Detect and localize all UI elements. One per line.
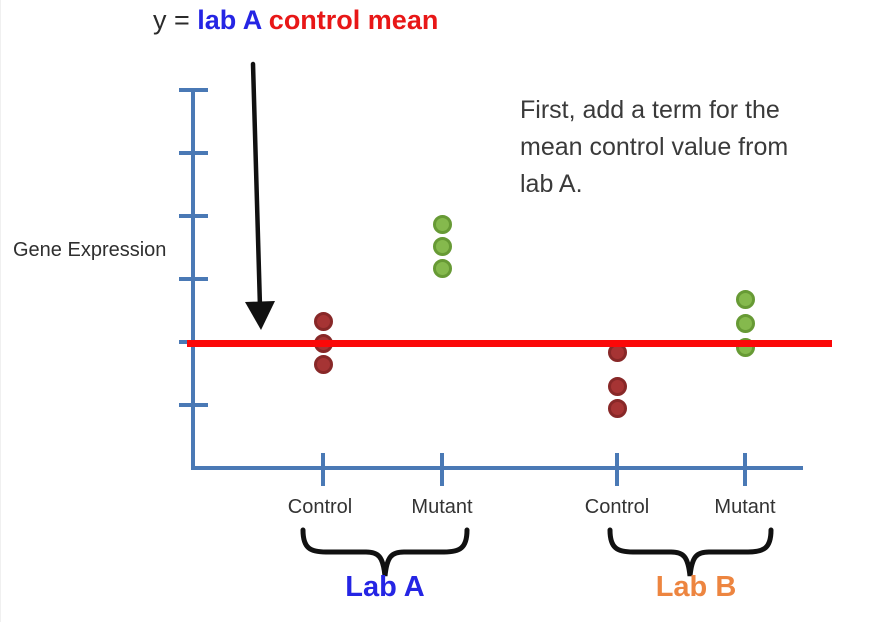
data-point — [607, 377, 627, 397]
x-axis-tick — [615, 453, 619, 486]
y-axis-tick — [179, 403, 208, 407]
y-axis-tick — [179, 88, 208, 92]
annotation-line: mean control value from — [520, 133, 789, 161]
y-axis-tick — [179, 151, 208, 155]
x-tick-label-mutant-a: Mutant — [411, 496, 473, 518]
x-tick-label-control-a: Control — [287, 496, 353, 518]
equation-term-mean: control mean — [268, 5, 439, 35]
data-point — [313, 312, 333, 332]
lab-a-brace — [300, 527, 470, 577]
x-axis-line — [191, 466, 803, 470]
lab-b-label: Lab B — [655, 571, 737, 603]
x-tick-label-mutant-b: Mutant — [714, 496, 776, 518]
data-point — [735, 313, 755, 333]
x-axis-tick — [743, 453, 747, 486]
y-axis-tick — [179, 277, 208, 281]
data-point — [735, 289, 755, 309]
x-axis-tick — [321, 453, 325, 486]
annotation-line: lab A. — [520, 170, 583, 198]
data-point — [432, 214, 452, 234]
y-axis-tick — [179, 214, 208, 218]
x-tick-label-control-b: Control — [584, 496, 650, 518]
equation-term-lab: lab A — [197, 5, 269, 35]
data-point — [432, 259, 452, 279]
equation-term-y: y = — [153, 5, 198, 35]
x-axis-tick — [440, 453, 444, 486]
data-point — [607, 399, 627, 419]
annotation-line: First, add a term for the — [520, 96, 780, 124]
lab-a-label: Lab A — [345, 571, 425, 603]
equation-title: y = lab A control mean — [153, 5, 438, 36]
annotation-text: First, add a term for the mean control v… — [520, 92, 788, 203]
y-axis-label: Gene Expression — [13, 239, 167, 261]
mean-reference-line — [187, 339, 832, 347]
data-point — [313, 354, 333, 374]
data-point — [432, 236, 452, 256]
lab-b-brace — [607, 527, 774, 577]
